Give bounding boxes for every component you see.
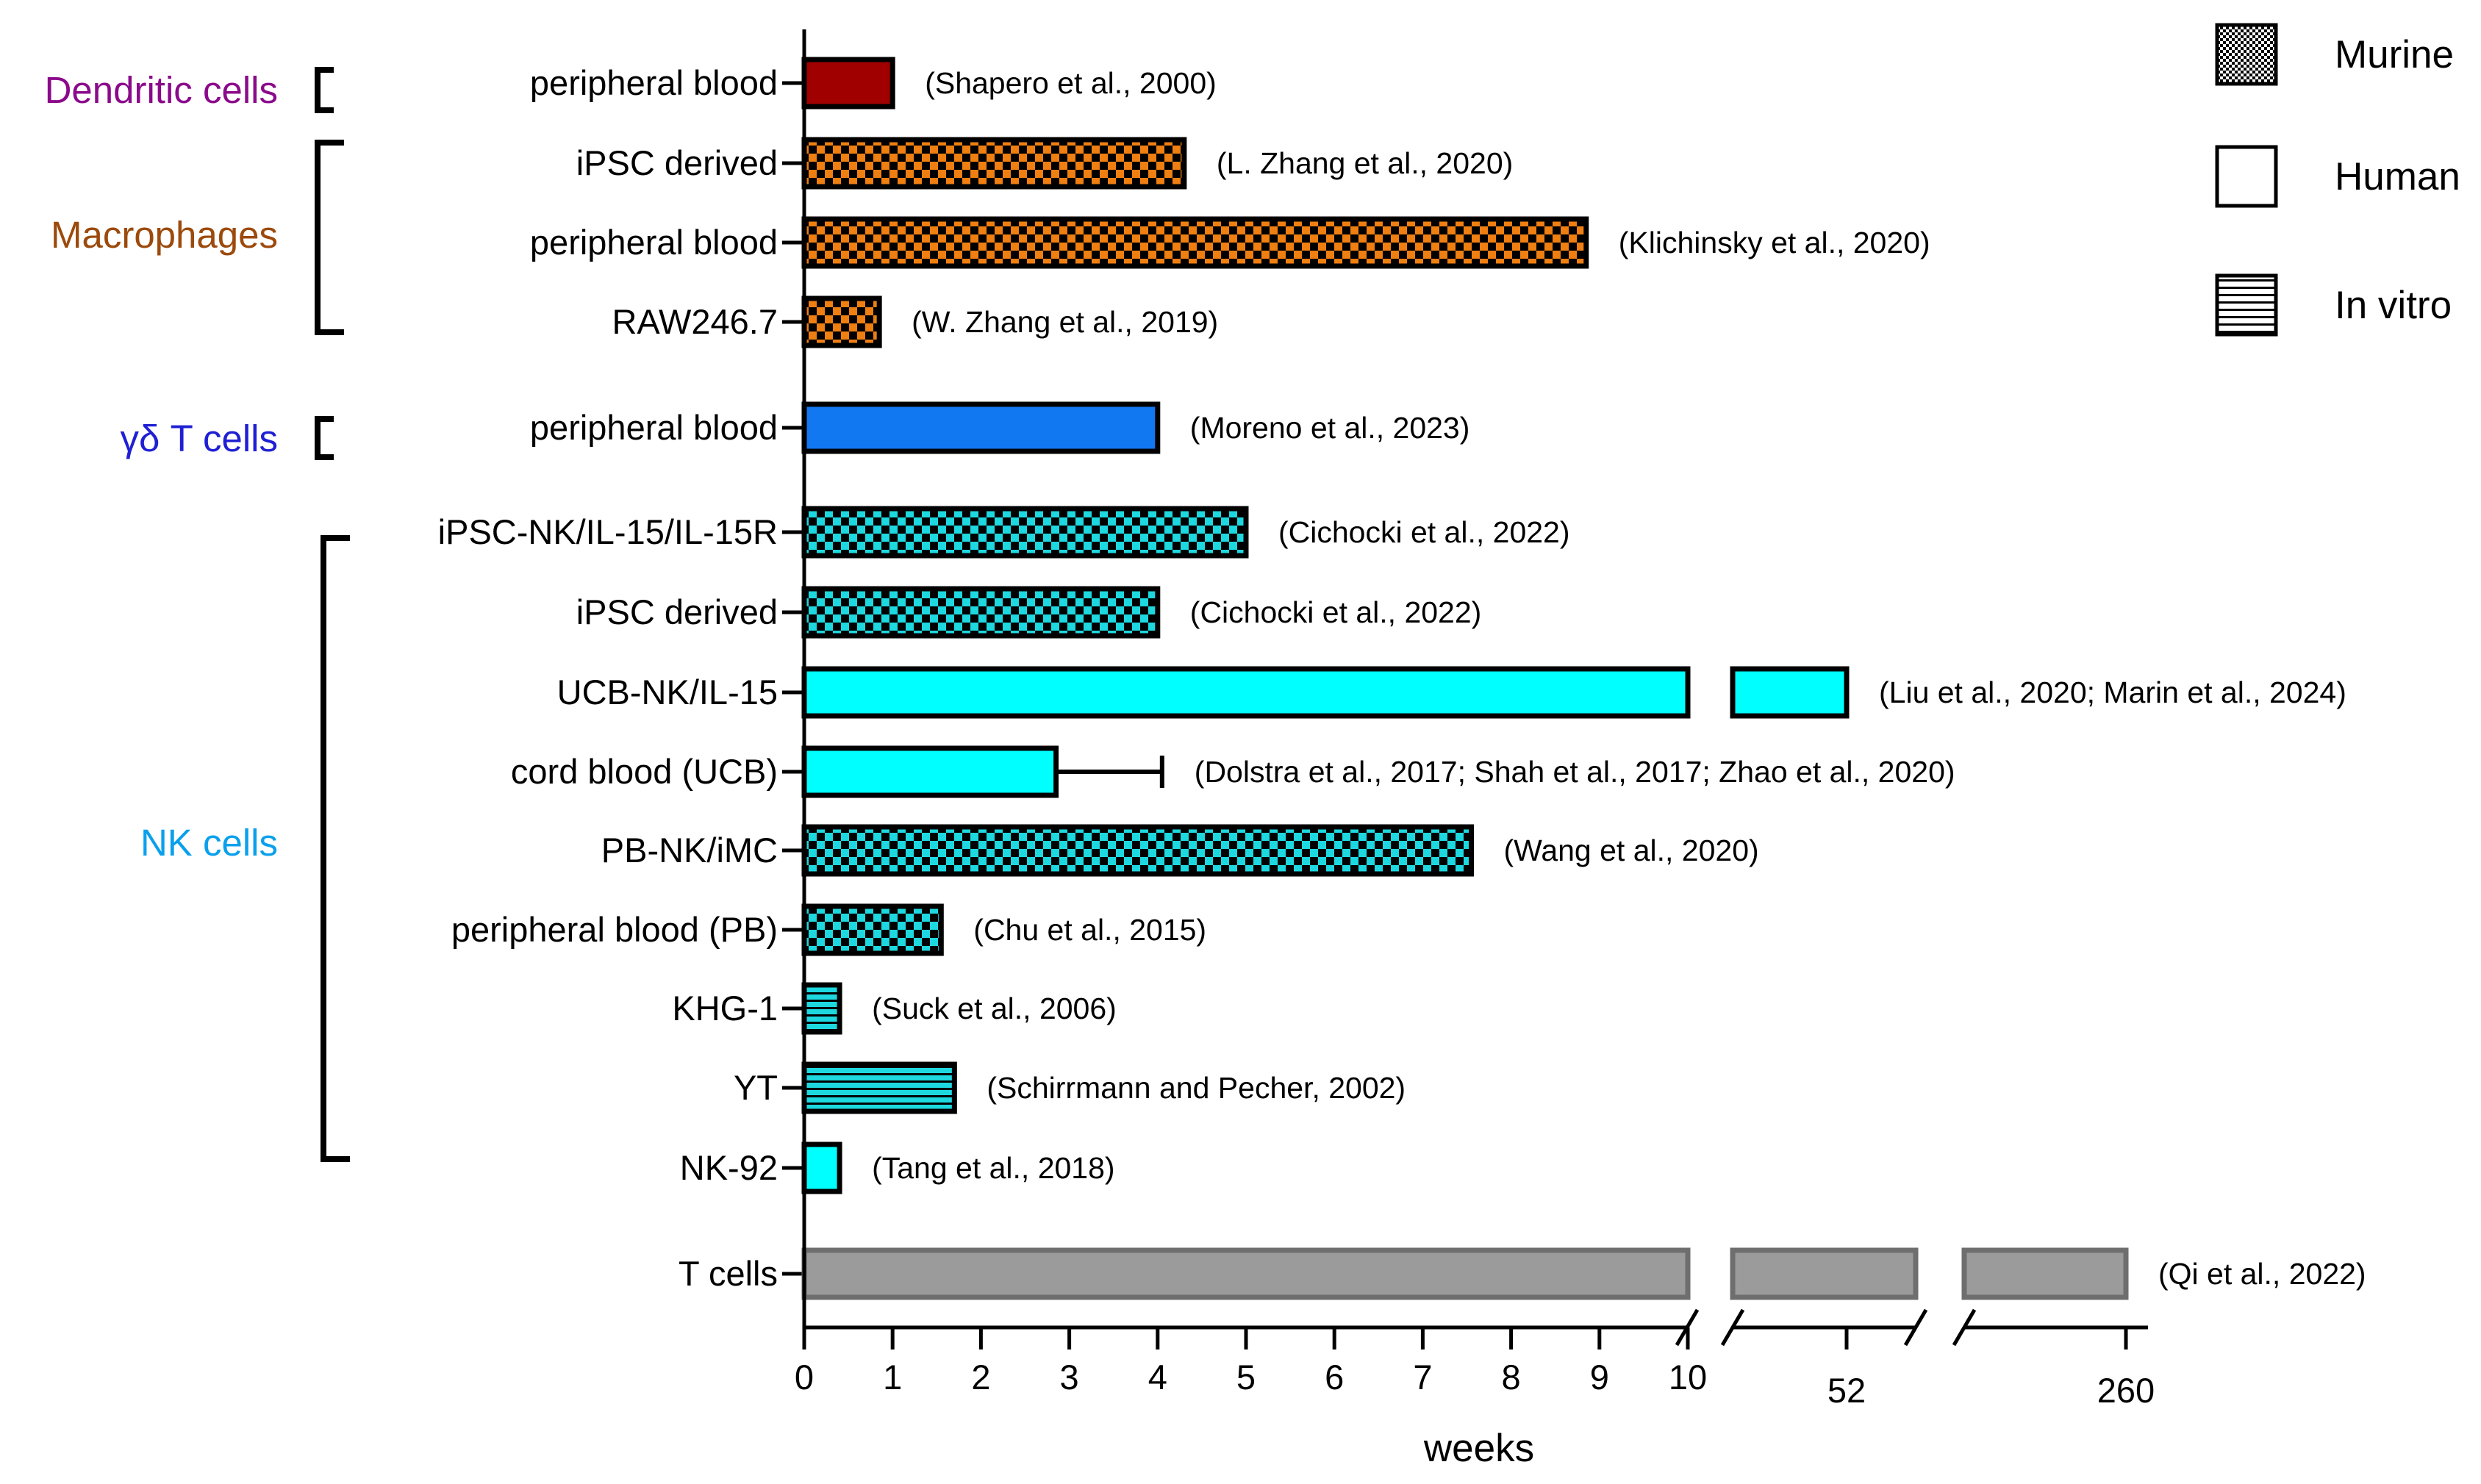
reference-label: (L. Zhang et al., 2020) [1217, 146, 1513, 180]
group-label: γδ T cells [121, 417, 278, 459]
bar [804, 1144, 840, 1191]
group-bracket [315, 140, 344, 335]
x-tick-label: 10 [1669, 1358, 1707, 1397]
bar [1964, 1250, 2126, 1297]
reference-label: (Dolstra et al., 2017; Shah et al., 2017… [1195, 755, 1955, 789]
legend-swatch [2215, 273, 2278, 337]
x-tick-label: 8 [1502, 1358, 1521, 1397]
category-label: T cells [679, 1254, 778, 1293]
bar [1733, 1250, 1916, 1297]
reference-label: (Tang et al., 2018) [872, 1151, 1114, 1185]
bar [804, 60, 893, 107]
reference-label: (Qi et al., 2022) [2158, 1257, 2366, 1291]
x-tick-label: 7 [1413, 1358, 1432, 1397]
category-label: cord blood (UCB) [511, 752, 778, 791]
reference-label: (Shapero et al., 2000) [925, 66, 1217, 100]
x-tick-label: 3 [1060, 1358, 1079, 1397]
group-bracket [315, 67, 334, 113]
group-bracket [315, 416, 334, 460]
reference-label: (Suck et al., 2006) [872, 992, 1117, 1025]
group-label: Macrophages [51, 214, 278, 256]
x-tick-label: 0 [795, 1358, 814, 1397]
bar-outline [1730, 666, 1850, 719]
legend-label: Human [2335, 155, 2460, 198]
x-tick-label: 4 [1148, 1358, 1167, 1397]
legend-swatch [2215, 145, 2278, 208]
x-tick-label: 1 [883, 1358, 902, 1397]
bar-outline [1961, 1247, 2129, 1300]
x-tick-label: 52 [1827, 1371, 1866, 1410]
bar-pattern-murine [804, 906, 942, 953]
reference-label: (Cichocki et al., 2022) [1190, 595, 1482, 629]
x-axis-title: weeks [1423, 1427, 1534, 1470]
bar-outline [1730, 1247, 1919, 1300]
category-label: UCB-NK/IL-15 [557, 673, 778, 711]
bar-pattern-murine [804, 298, 880, 345]
reference-label: (Cichocki et al., 2022) [1278, 515, 1570, 549]
reference-label: (Liu et al., 2020; Marin et al., 2024) [1879, 675, 2346, 709]
bar [804, 669, 1688, 716]
group-label: NK cells [140, 822, 278, 864]
category-label: peripheral blood (PB) [451, 910, 778, 949]
reference-label: (Wang et al., 2020) [1504, 834, 1759, 867]
group-label: Dendritic cells [45, 69, 278, 111]
bar-pattern-murine [804, 219, 1586, 266]
category-label: peripheral blood [530, 408, 778, 447]
bar [1733, 669, 1847, 716]
x-tick-label: 2 [971, 1358, 990, 1397]
category-label: peripheral blood [530, 223, 778, 262]
category-label: RAW246.7 [612, 302, 778, 341]
bar-pattern-in-vitro [804, 985, 840, 1032]
category-label: iPSC derived [576, 143, 778, 182]
legend-swatch [2215, 23, 2278, 86]
legend-label: Murine [2335, 33, 2454, 76]
bar-pattern-murine [804, 827, 1472, 874]
axis-break-mark [1720, 1308, 1745, 1347]
x-tick-label: 9 [1590, 1358, 1609, 1397]
category-label: KHG-1 [672, 989, 778, 1028]
bar-pattern-murine [804, 140, 1184, 187]
group-bracket [321, 535, 350, 1162]
axis-break-mark [1903, 1308, 1928, 1347]
category-label: peripheral blood [530, 63, 778, 102]
category-label: iPSC-NK/IL-15/IL-15R [438, 512, 778, 551]
bar [804, 1250, 1688, 1297]
reference-label: (Schirrmann and Pecher, 2002) [987, 1071, 1406, 1105]
category-label: YT [734, 1068, 778, 1107]
category-label: iPSC derived [576, 592, 778, 631]
x-tick-label: 260 [2097, 1371, 2155, 1410]
bar [804, 404, 1158, 451]
reference-label: (Chu et al., 2015) [973, 913, 1206, 947]
category-label: PB-NK/iMC [601, 831, 778, 870]
bar-pattern-murine [804, 589, 1158, 636]
axis-break-mark [1952, 1308, 1977, 1347]
reference-label: (W. Zhang et al., 2019) [912, 305, 1218, 339]
legend-label: In vitro [2335, 284, 2452, 327]
reference-label: (Klichinsky et al., 2020) [1619, 226, 1930, 259]
bar [804, 748, 1056, 795]
x-tick-label: 6 [1325, 1358, 1344, 1397]
x-tick-label: 5 [1236, 1358, 1256, 1397]
bar-pattern-murine [804, 509, 1246, 556]
category-label: NK-92 [680, 1148, 778, 1187]
bar-pattern-in-vitro [804, 1064, 955, 1111]
reference-label: (Moreno et al., 2023) [1190, 411, 1470, 445]
